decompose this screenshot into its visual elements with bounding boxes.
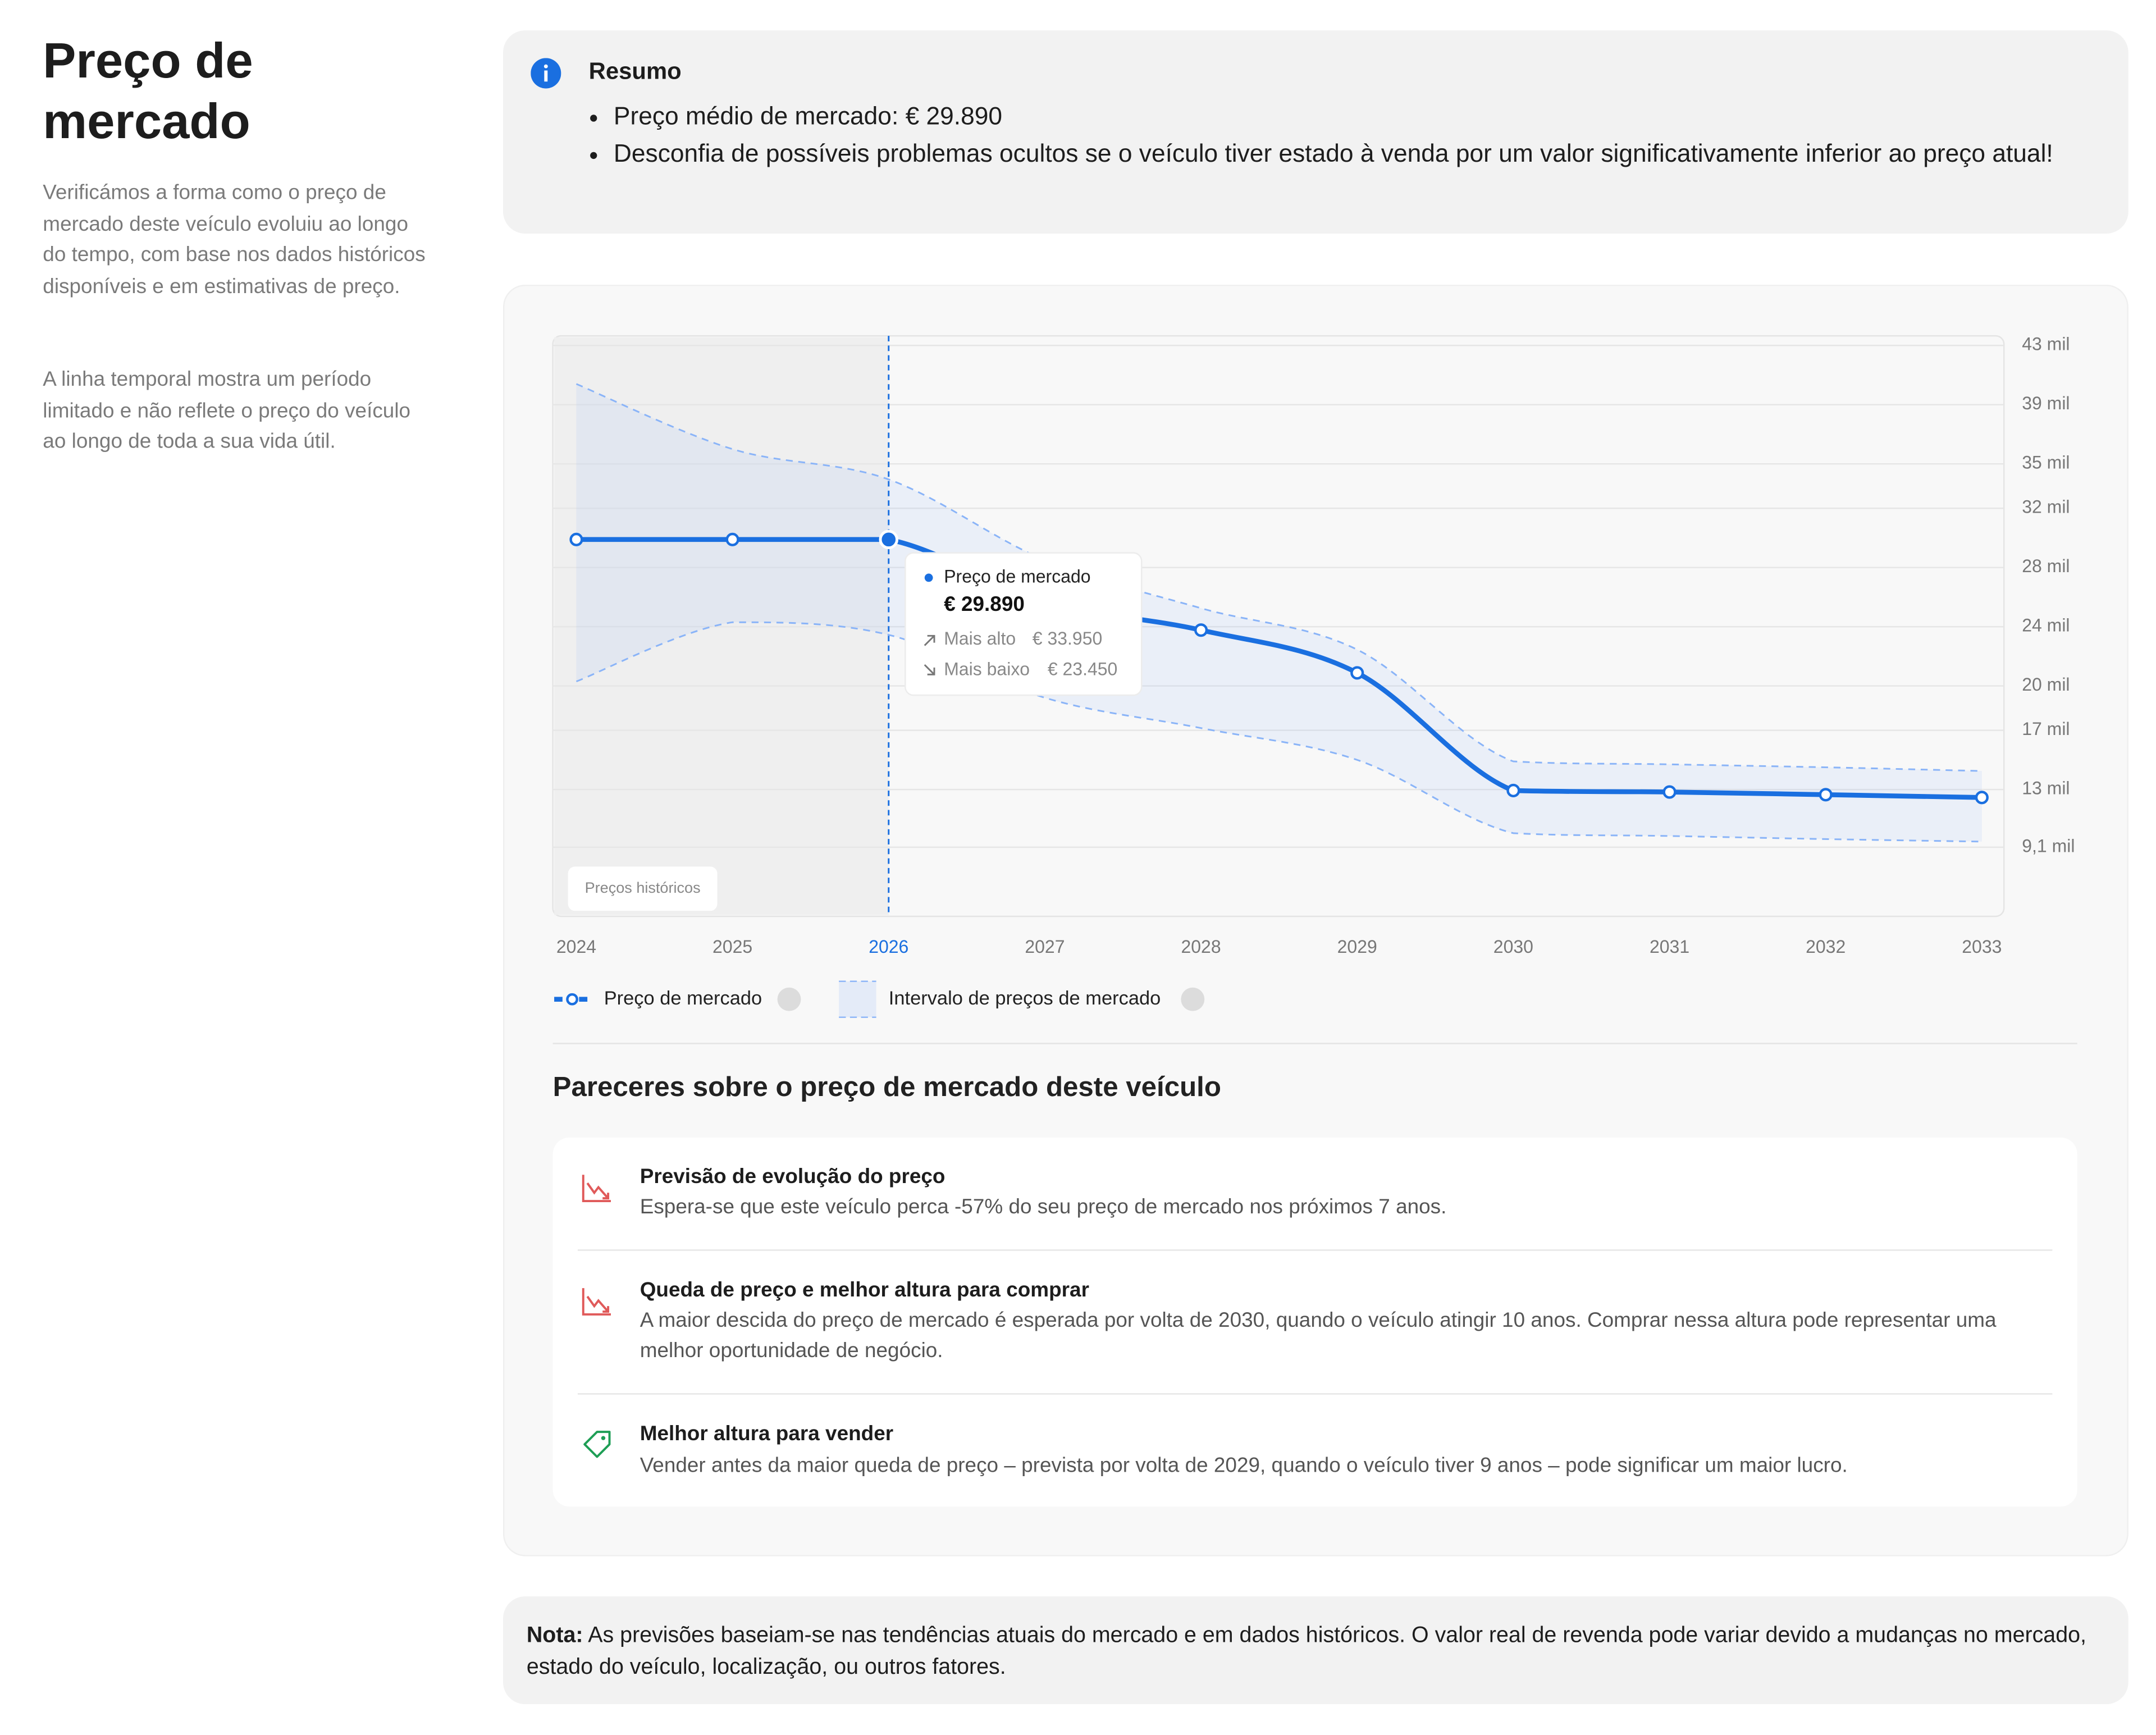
price-point [725,532,739,546]
price-point [1350,666,1364,680]
historical-pill [568,866,718,911]
tooltip-title: Preço de mercado [944,566,1090,586]
price-point [1975,791,1989,805]
tooltip-high-label: Mais alto [944,628,1016,649]
x-tick-label: 2027 [1025,937,1065,957]
summary-box: Resumo Preço médio de mercado: € 29.890 … [503,30,2128,234]
divider [577,1393,2053,1395]
help-icon [1181,987,1205,1011]
info-icon [531,58,561,89]
price-point [879,529,898,550]
x-tick-label: 2031 [1650,937,1689,957]
price-band [576,383,1982,842]
y-tick-label: 43 mil [2022,334,2070,354]
insight-text: Vender antes da maior queda de preço – p… [640,1454,1848,1478]
y-tick-label: 35 mil [2022,453,2070,473]
note-text: As previsões baseiam-se nas tendências a… [526,1624,2086,1679]
y-tick-label: 39 mil [2022,393,2070,413]
price-point [1819,788,1833,802]
tooltip-value: € 29.890 [944,592,1025,615]
tooltip-high: € 33.950 [1033,628,1103,649]
legend-dot [566,993,578,1006]
note-box: Nota: As previsões baseiam-se nas tendên… [503,1596,2128,1705]
x-tick-label: 2024 [556,937,596,957]
tooltip-low-label: Mais baixo [944,659,1030,679]
insight-title: Previsão de evolução do preço [640,1165,945,1189]
x-tick-label: 2032 [1806,937,1846,957]
insights-heading: Pareceres sobre o preço de mercado deste… [552,1072,1221,1103]
x-tick-label: 2025 [712,937,752,957]
band-upper [575,383,1982,772]
arrow-up-icon [924,634,935,646]
y-tick-label: 17 mil [2022,719,2070,739]
insights-box: Previsão de evolução do preço Espera-se … [552,1137,2077,1507]
trend-down-icon [582,1175,611,1203]
x-tick-label: 2033 [1962,937,2002,957]
summary-list: Preço médio de mercado: € 29.890 Desconf… [586,98,2120,173]
price-point [569,532,583,546]
insight-text: A maior descida do preço de mercado é es… [640,1309,1997,1363]
price-point [1194,623,1208,637]
note-label: Nota: [526,1624,583,1648]
band-lower [575,621,1982,843]
x-tick-label: 2028 [1181,937,1221,957]
description: Verificámos a forma como o preço de merc… [43,181,426,298]
note: Nota: As previsões baseiam-se nas tendên… [527,1620,2089,1683]
tooltip-dot [924,573,933,582]
y-tick-label: 9,1 mil [2022,835,2075,856]
price-line [574,537,1985,800]
trend-down-icon [582,1288,611,1316]
summary-item: Desconfia de possíveis problemas ocultos… [614,135,2120,172]
description: A linha temporal mostra um período limit… [43,367,411,454]
price-point [1506,783,1520,797]
y-tick-label: 13 mil [2022,778,2070,798]
y-tick-label: 24 mil [2022,615,2070,636]
x-tick-label: 2029 [1337,937,1377,957]
help-icon [777,987,801,1011]
y-tick-label: 32 mil [2022,497,2070,517]
tooltip: Preço de mercado € 29.890 Mais alto € 33.95… [905,552,1143,696]
legend-label: Preço de mercado [604,988,762,1009]
y-tick-label: 28 mil [2022,556,2070,576]
section-title: Preço de mercado [43,31,253,149]
x-tick-label: 2026 [869,937,908,957]
legend-band [839,981,876,1017]
x-tick-label: 2030 [1493,937,1533,957]
legend-label: Intervalo de preços de mercado [889,988,1161,1009]
insight-title: Queda de preço e melhor altura para comp… [640,1278,1089,1302]
divider [577,1249,2053,1251]
historical-label: Preços históricos [585,879,701,896]
insight-text: Espera-se que este veículo perca -57% do… [640,1195,1447,1220]
insight-title: Melhor altura para vender [640,1422,894,1446]
price-point [1662,785,1677,799]
tag-icon [583,1431,611,1458]
summary-title: Resumo [588,58,682,85]
tooltip-low: € 23.450 [1048,659,1118,679]
arrow-down-icon [924,664,935,675]
y-tick-label: 20 mil [2022,674,2070,695]
summary-item: Preço médio de mercado: € 29.890 [614,98,2120,135]
tooltip-box [905,552,1143,696]
